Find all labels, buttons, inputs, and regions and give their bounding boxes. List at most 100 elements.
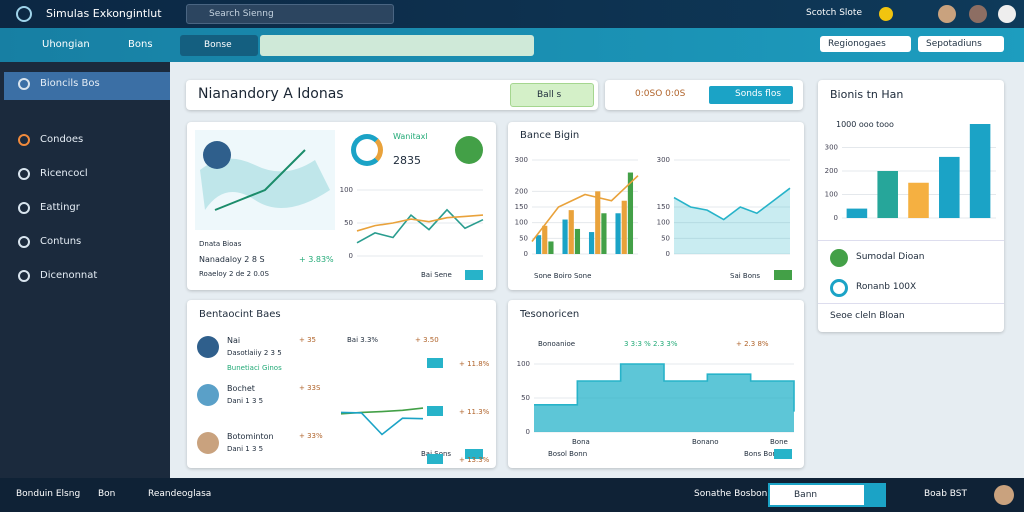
y-tick-label: 50 [519, 234, 528, 242]
avatar[interactable] [994, 485, 1014, 505]
menu-item[interactable]: Bons [128, 39, 153, 50]
sidebar: Bioncils Bos Condoes Ricencocl Eattingr Cont… [0, 62, 170, 478]
nav-item[interactable]: Dicenonnat [40, 270, 98, 281]
nav-item[interactable]: Condoes [40, 134, 84, 145]
footer-item[interactable]: Bon [98, 489, 116, 499]
avatar[interactable] [938, 5, 956, 23]
row-value: Bai 3.3% [347, 336, 379, 344]
user-name: Scotch Slote [806, 8, 862, 18]
bar [595, 191, 601, 254]
y-tick-label: 300 [515, 156, 528, 164]
avatar[interactable] [969, 5, 987, 23]
bar [542, 225, 548, 254]
row-name: Botominton [227, 432, 274, 441]
nav-icon [18, 236, 30, 248]
area [674, 188, 790, 254]
x-label: Bona [572, 438, 590, 446]
y-tick-label: 100 [340, 186, 353, 194]
legend: Bons Bons [744, 450, 781, 458]
status: Sumodal Dioan [856, 252, 925, 262]
legend: Sai Bons [730, 272, 761, 280]
y-tick-label: 300 [657, 156, 670, 164]
legend-swatch [774, 449, 792, 459]
footer-item[interactable]: Bonduin Elsng [16, 489, 81, 499]
filter-label: Ball s [537, 90, 562, 100]
active-item [4, 72, 170, 100]
card-title: Bance Bigin [520, 130, 580, 141]
nav-icon [18, 270, 30, 282]
nav-icon [18, 168, 30, 180]
y-tick-label: 0 [666, 250, 670, 258]
line [531, 175, 639, 242]
row-swatch [427, 454, 443, 464]
footer-search[interactable]: Bann [768, 483, 886, 507]
avatar [197, 336, 219, 358]
row-name: Nai [227, 336, 241, 345]
bar [615, 213, 621, 254]
y-tick-label: 150 [657, 203, 670, 211]
nav-item[interactable]: Ricencocl [40, 168, 88, 179]
bar [877, 171, 898, 218]
footer-item[interactable]: Sonathe Bosbon [694, 489, 768, 499]
button[interactable]: Regionogaes [820, 36, 911, 52]
bar [535, 235, 542, 254]
action-label: Sonds flos [735, 89, 782, 99]
action-button[interactable]: Sonds flos [709, 86, 793, 104]
bar [574, 228, 581, 254]
footer-item[interactable]: Boab BST [924, 489, 967, 499]
icon[interactable] [879, 7, 893, 21]
row-value: + 33% [299, 432, 323, 440]
line-chart: 0 50 100 [340, 186, 484, 260]
nav-item[interactable]: Contuns [40, 236, 82, 247]
footer: Bonduin Elsng Bon Reandeoglasa Sonathe B… [0, 478, 1024, 512]
y-tick-label: 100 [517, 360, 530, 368]
button[interactable]: Sepotadiuns [918, 36, 1004, 52]
y-tick-label: 0 [524, 250, 528, 258]
panel-chart: 0 100 200 300 [825, 124, 996, 222]
y-tick-label: 200 [825, 167, 838, 175]
tab-input[interactable] [260, 35, 534, 56]
y-tick-label: 50 [344, 219, 353, 227]
stat-name: Nanadaloy 2 8 S [199, 255, 265, 264]
y-tick-label: 50 [521, 394, 530, 402]
y-tick-label: 0 [526, 428, 530, 436]
bar [969, 124, 991, 218]
legend: Bai Sene [421, 271, 452, 279]
row-note: Bunetiaci Ginos [227, 364, 282, 372]
y-tick-label: 100 [657, 219, 670, 227]
filter[interactable]: Ball s [510, 83, 594, 107]
y-tick-label: 50 [661, 234, 670, 242]
x-label: Bonano [692, 438, 719, 446]
row-value: + 11.8% [459, 360, 490, 368]
nav-item[interactable]: Bioncils Bos [40, 78, 100, 89]
bar [627, 172, 634, 254]
bar [621, 200, 627, 254]
donut [351, 134, 383, 166]
footer-item[interactable]: Reandeoglasa [148, 489, 212, 499]
menu[interactable]: Uhongian [42, 39, 90, 50]
bar [548, 241, 554, 254]
bar [562, 219, 568, 254]
bar-chart: 0 50 100 150 200 300 [515, 156, 639, 258]
status-icon [830, 249, 848, 267]
search-button[interactable] [864, 485, 884, 505]
row-swatch [427, 358, 443, 368]
line [356, 208, 484, 244]
panel-title: Bionis tn Han [830, 88, 904, 101]
y-tick-label: 200 [515, 187, 528, 195]
search-box[interactable]: Search Sienng [186, 4, 394, 24]
tab[interactable]: Bonse [180, 35, 258, 56]
divider [818, 303, 1004, 304]
header-card: Nianandory A Idonas Ball s [186, 80, 598, 110]
legend-swatch [465, 449, 483, 459]
row-swatch [427, 406, 443, 416]
line [356, 214, 484, 232]
avatar[interactable] [998, 5, 1016, 23]
nav-item[interactable]: Eattingr [40, 202, 80, 213]
avatar [197, 384, 219, 406]
map [195, 130, 335, 230]
area-chart: 0 50 100 150 300 [657, 156, 791, 258]
panel-footer: Seoe cleln Bloan [830, 311, 905, 321]
